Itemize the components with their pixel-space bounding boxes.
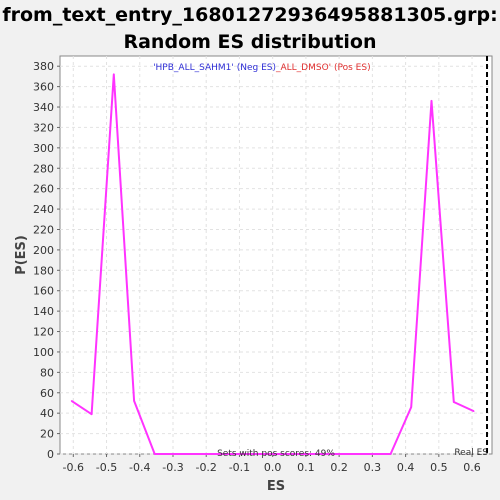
x-axis-label: ES — [267, 479, 285, 494]
x-tick-label: 0.4 — [397, 461, 415, 474]
y-tick-label: 340 — [33, 101, 54, 114]
x-tick-label: -0.3 — [162, 461, 183, 474]
series-point — [390, 453, 392, 455]
series-point — [154, 453, 156, 455]
real-es-label: Real ES — [454, 448, 488, 458]
y-tick-label: 120 — [33, 326, 54, 339]
series-point — [91, 413, 93, 415]
series-point — [71, 400, 73, 402]
y-tick-label: 200 — [33, 244, 54, 257]
y-tick-label: 60 — [40, 387, 54, 400]
x-tick-label: -0.5 — [96, 461, 117, 474]
y-tick-label: 300 — [33, 142, 54, 155]
y-tick-label: 280 — [33, 162, 54, 175]
series-point — [410, 406, 412, 408]
x-tick-label: -0.4 — [129, 461, 150, 474]
y-tick-label: 160 — [33, 285, 54, 298]
y-tick-label: 240 — [33, 203, 54, 216]
y-tick-label: 80 — [40, 366, 54, 379]
x-tick-label: 0.0 — [264, 461, 282, 474]
x-tick-label: -0.2 — [195, 461, 216, 474]
y-tick-label: 220 — [33, 223, 54, 236]
y-tick-label: 0 — [47, 448, 54, 461]
series-point — [113, 74, 115, 76]
y-tick-label: 40 — [40, 407, 54, 420]
y-axis-label: P(ES) — [14, 235, 29, 275]
series-point — [473, 410, 475, 412]
annotation-pos-scores: Sets with pos scores: 49% — [217, 449, 335, 459]
y-tick-label: 180 — [33, 264, 54, 277]
x-tick-label: 0.5 — [430, 461, 448, 474]
x-tick-label: 0.1 — [297, 461, 315, 474]
x-tick-label: 0.3 — [364, 461, 382, 474]
x-tick-label: -0.6 — [63, 461, 84, 474]
y-tick-label: 360 — [33, 81, 54, 94]
y-tick-label: 140 — [33, 305, 54, 318]
y-tick-label: 380 — [33, 60, 54, 73]
y-tick-label: 20 — [40, 428, 54, 441]
x-tick-label: -0.1 — [229, 461, 250, 474]
x-tick-label: 0.6 — [463, 461, 481, 474]
series-point — [431, 100, 433, 102]
y-tick-label: 320 — [33, 121, 54, 134]
series-point — [453, 401, 455, 403]
legend-pos-text: _ALL_DMSO' (Pos ES) — [275, 63, 371, 73]
series-point — [133, 400, 135, 402]
y-tick-label: 100 — [33, 346, 54, 359]
legend-neg-text: 'HPB_ALL_SAHM1' (Neg ES) — [153, 63, 276, 73]
x-tick-label: 0.2 — [330, 461, 348, 474]
y-tick-label: 260 — [33, 183, 54, 196]
